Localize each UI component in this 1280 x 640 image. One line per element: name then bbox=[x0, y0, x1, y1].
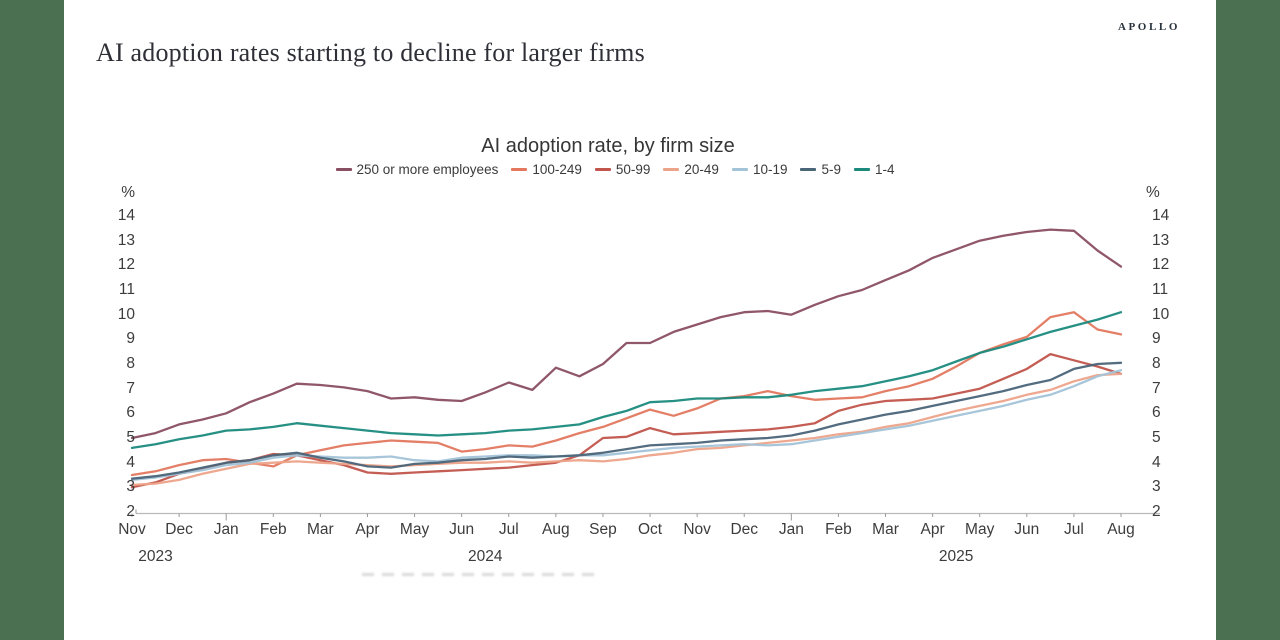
y-tick-label-right: 3 bbox=[1152, 478, 1161, 496]
x-tick-label-month: Jul bbox=[498, 521, 519, 538]
x-tick-label-month: Dec bbox=[165, 521, 193, 538]
legend-marker bbox=[335, 168, 352, 171]
y-tick-label-right: 12 bbox=[1152, 256, 1170, 274]
series-line-100-249 bbox=[130, 311, 1123, 477]
x-tick-label-month: Sep bbox=[589, 521, 617, 538]
y-tick-label-right: 6 bbox=[1152, 404, 1161, 422]
x-tick-label-month: Mar bbox=[872, 521, 899, 538]
legend-marker bbox=[731, 168, 748, 171]
legend-marker bbox=[853, 168, 870, 171]
side-bar-right bbox=[1216, 0, 1280, 640]
y-tick-label-left: 12 bbox=[117, 256, 135, 274]
y-tick-label-left: 6 bbox=[126, 404, 135, 422]
y-tick-label-left: 13 bbox=[117, 231, 135, 249]
y-tick-label-right: 13 bbox=[1152, 231, 1170, 249]
x-tick-label-month: Mar bbox=[307, 521, 334, 538]
x-tick-label-month: Apr bbox=[355, 521, 380, 538]
legend-item-20-49: 20-49 bbox=[663, 162, 719, 177]
legend-label: 5-9 bbox=[821, 162, 841, 177]
y-tick-label-left: 8 bbox=[126, 355, 135, 372]
legend-label: 50-99 bbox=[615, 162, 651, 177]
y-tick-label-left: 2 bbox=[126, 503, 135, 520]
x-tick-label-month: Jun bbox=[1014, 521, 1040, 538]
legend-item-50-99: 50-99 bbox=[594, 162, 651, 177]
x-tick-label-month: Nov bbox=[683, 521, 711, 538]
legend-marker bbox=[594, 168, 611, 171]
y-tick-label-right: 9 bbox=[1152, 330, 1161, 348]
legend-marker bbox=[800, 168, 817, 171]
series-line-5-9 bbox=[130, 361, 1123, 480]
x-tick-label-month: Aug bbox=[1107, 521, 1135, 538]
y-tick-label-left: 3 bbox=[126, 478, 135, 496]
side-bar-left bbox=[0, 0, 64, 640]
legend-marker bbox=[663, 168, 680, 171]
y-tick-label-left: 14 bbox=[117, 207, 135, 224]
legend-item-1-4: 1-4 bbox=[853, 162, 895, 177]
x-tick-label-year: 2023 bbox=[138, 548, 173, 565]
y-tick-label-right: 5 bbox=[1152, 429, 1161, 446]
x-tick-label-month: Apr bbox=[920, 521, 945, 538]
x-tick-label-month: Jan bbox=[778, 521, 804, 538]
y-tick-label-left: 4 bbox=[126, 453, 135, 471]
y-axis-unit-right: % bbox=[1146, 184, 1160, 201]
y-tick-label-left: 7 bbox=[126, 379, 135, 397]
y-tick-label-right: 7 bbox=[1152, 379, 1161, 397]
x-tick-label-month: Aug bbox=[542, 521, 570, 538]
legend-item-5-9: 5-9 bbox=[800, 162, 841, 177]
chart-legend: 250 or more employees 100-249 50-99 20-49 10… bbox=[0, 162, 1230, 177]
series-line-1-4 bbox=[130, 311, 1123, 450]
page-title: AI adoption rates starting to decline fo… bbox=[96, 38, 645, 67]
x-tick-label-month: May bbox=[399, 521, 430, 538]
series-line-10-19 bbox=[130, 369, 1123, 482]
x-tick-label-year: 2025 bbox=[938, 548, 974, 565]
x-tick-label-month: Jan bbox=[213, 521, 239, 538]
source-note-faint bbox=[362, 573, 600, 576]
x-tick-label-month: Feb bbox=[825, 521, 852, 538]
legend-item-250-or-more-employees: 250 or more employees bbox=[335, 162, 499, 177]
y-tick-label-right: 8 bbox=[1152, 355, 1161, 372]
y-tick-label-right: 10 bbox=[1152, 305, 1170, 323]
legend-item-100-249: 100-249 bbox=[511, 162, 582, 177]
x-tick-label-month: May bbox=[965, 521, 995, 538]
series-line-20-49 bbox=[130, 372, 1123, 487]
y-tick-label-right: 4 bbox=[1152, 453, 1161, 471]
y-tick-label-left: 11 bbox=[118, 281, 135, 298]
legend-label: 20-49 bbox=[684, 162, 719, 177]
y-tick-label-right: 2 bbox=[1152, 503, 1161, 520]
x-tick-label-month: Jul bbox=[1063, 521, 1084, 538]
apollo-logo: APOLLO bbox=[1117, 21, 1180, 33]
x-tick-label-month: Dec bbox=[730, 521, 759, 538]
legend-label: 250 or more employees bbox=[356, 162, 499, 177]
y-tick-label-left: 10 bbox=[117, 305, 135, 323]
y-tick-label-right: 14 bbox=[1152, 207, 1170, 224]
series-line-250-or-more-employees bbox=[130, 228, 1123, 440]
chart-title: AI adoption rate, by firm size bbox=[481, 135, 735, 157]
y-tick-label-right: 11 bbox=[1152, 281, 1169, 298]
x-tick-label-month: Nov bbox=[118, 521, 146, 538]
x-tick-label-month: Oct bbox=[637, 521, 663, 538]
y-tick-label-left: 9 bbox=[126, 330, 135, 348]
y-axis-unit-left: % bbox=[121, 184, 135, 201]
legend-label: 100-249 bbox=[532, 162, 582, 177]
legend-label: 1-4 bbox=[874, 162, 895, 177]
x-tick-label-month: Jun bbox=[449, 521, 475, 538]
legend-item-10-19: 10-19 bbox=[731, 162, 788, 177]
x-tick-label-month: Feb bbox=[259, 521, 287, 538]
legend-marker bbox=[511, 168, 528, 171]
x-tick-label-year: 2024 bbox=[467, 548, 503, 565]
y-tick-label-left: 5 bbox=[126, 429, 135, 446]
legend-label: 10-19 bbox=[752, 162, 788, 177]
series-line-50-99 bbox=[130, 352, 1123, 489]
